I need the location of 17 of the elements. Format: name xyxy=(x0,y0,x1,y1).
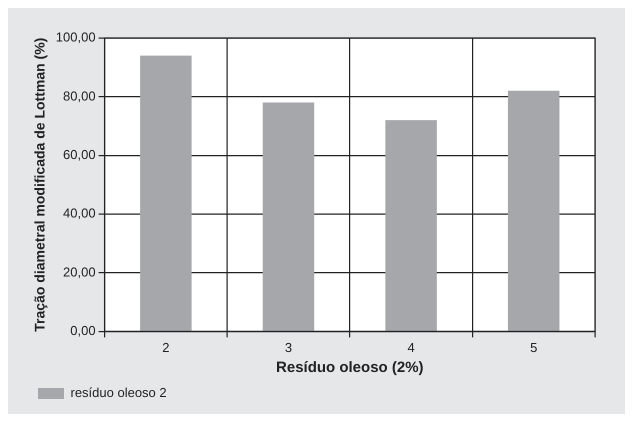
bar xyxy=(140,56,192,331)
x-tick-label: 5 xyxy=(530,340,538,355)
x-tick-label: 4 xyxy=(407,340,415,355)
bar xyxy=(508,90,560,331)
y-tick-label: 100,00 xyxy=(56,30,96,45)
bar xyxy=(385,120,437,331)
y-axis-title: Tração diametral modificada de Lottman (%) xyxy=(31,38,48,332)
y-tick-label: 80,00 xyxy=(63,88,96,104)
y-tick-label: 20,00 xyxy=(63,264,96,280)
y-tick-label: 0,00 xyxy=(70,322,96,338)
y-tick-label: 60,00 xyxy=(63,146,96,162)
legend-label: resíduo oleoso 2 xyxy=(70,385,167,400)
x-tick-label: 3 xyxy=(284,340,292,355)
x-axis-title: Resíduo oleoso (2%) xyxy=(276,359,424,376)
y-tick-label: 40,00 xyxy=(63,206,96,221)
x-tick-label: 2 xyxy=(162,340,170,355)
bar xyxy=(262,102,314,331)
